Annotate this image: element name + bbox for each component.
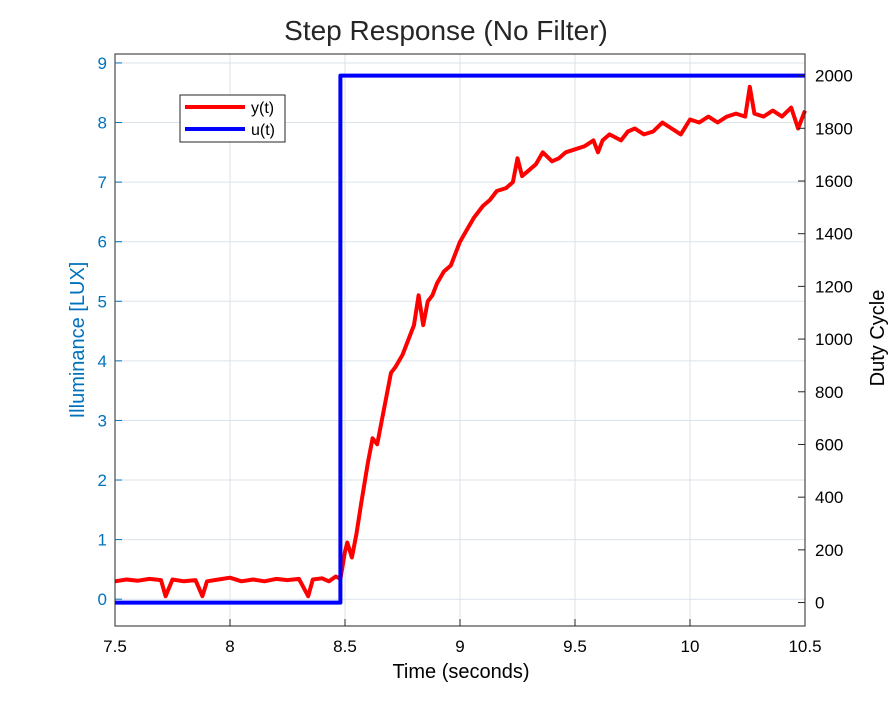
x-tick-label: 9.5: [563, 637, 587, 656]
chart-title: Step Response (No Filter): [284, 15, 608, 46]
y-tick-label-left: 5: [98, 292, 107, 311]
legend: y(t) u(t): [179, 94, 286, 143]
y-tick-label-left: 7: [98, 173, 107, 192]
x-tick-label: 8.5: [333, 637, 357, 656]
series-line-u: [115, 73, 805, 605]
y-tick-label-right: 1200: [815, 277, 853, 296]
y-tick-label-right: 0: [815, 594, 824, 613]
y-tick-label-left: 8: [98, 114, 107, 133]
legend-label-u: u(t): [251, 122, 275, 139]
y-tick-label-right: 1400: [815, 225, 853, 244]
x-tick-label: 8: [225, 637, 234, 656]
y-tick-label-right: 1000: [815, 330, 853, 349]
y-tick-label-right: 2000: [815, 67, 853, 86]
x-tick-label: 9: [455, 637, 464, 656]
series-layer: [114, 73, 807, 605]
y-axis-label-left: Illuminance [LUX]: [67, 262, 89, 419]
series-line-y: [114, 84, 807, 599]
y-tick-label-right: 400: [815, 488, 843, 507]
y-tick-label-left: 9: [98, 54, 107, 73]
x-tick-label: 10.5: [788, 637, 821, 656]
x-tick-label: 7.5: [103, 637, 127, 656]
y-tick-label-right: 200: [815, 541, 843, 560]
y-tick-label-left: 2: [98, 471, 107, 490]
y-tick-label-right: 1800: [815, 119, 853, 138]
y-axis-label-right: Duty Cycle: [867, 290, 889, 387]
y-tick-label-right: 800: [815, 383, 843, 402]
legend-box: [179, 94, 286, 143]
x-axis-label: Time (seconds): [392, 661, 529, 683]
y-tick-label-right: 1600: [815, 172, 853, 191]
y-tick-label-right: 600: [815, 435, 843, 454]
y-tick-label-left: 1: [98, 531, 107, 550]
x-tick-label: 10: [681, 637, 700, 656]
y-tick-label-left: 4: [98, 352, 107, 371]
y-tick-label-left: 6: [98, 233, 107, 252]
legend-label-y: y(t): [251, 100, 274, 117]
y-tick-label-left: 3: [98, 411, 107, 430]
axis-ticks: 7.5 8 8.5 9 9.5 10 10.5 0 1 2 3 4 5 6 7 8 9 0 200 400 600 800…: [98, 54, 853, 656]
y-tick-label-left: 0: [98, 590, 107, 609]
